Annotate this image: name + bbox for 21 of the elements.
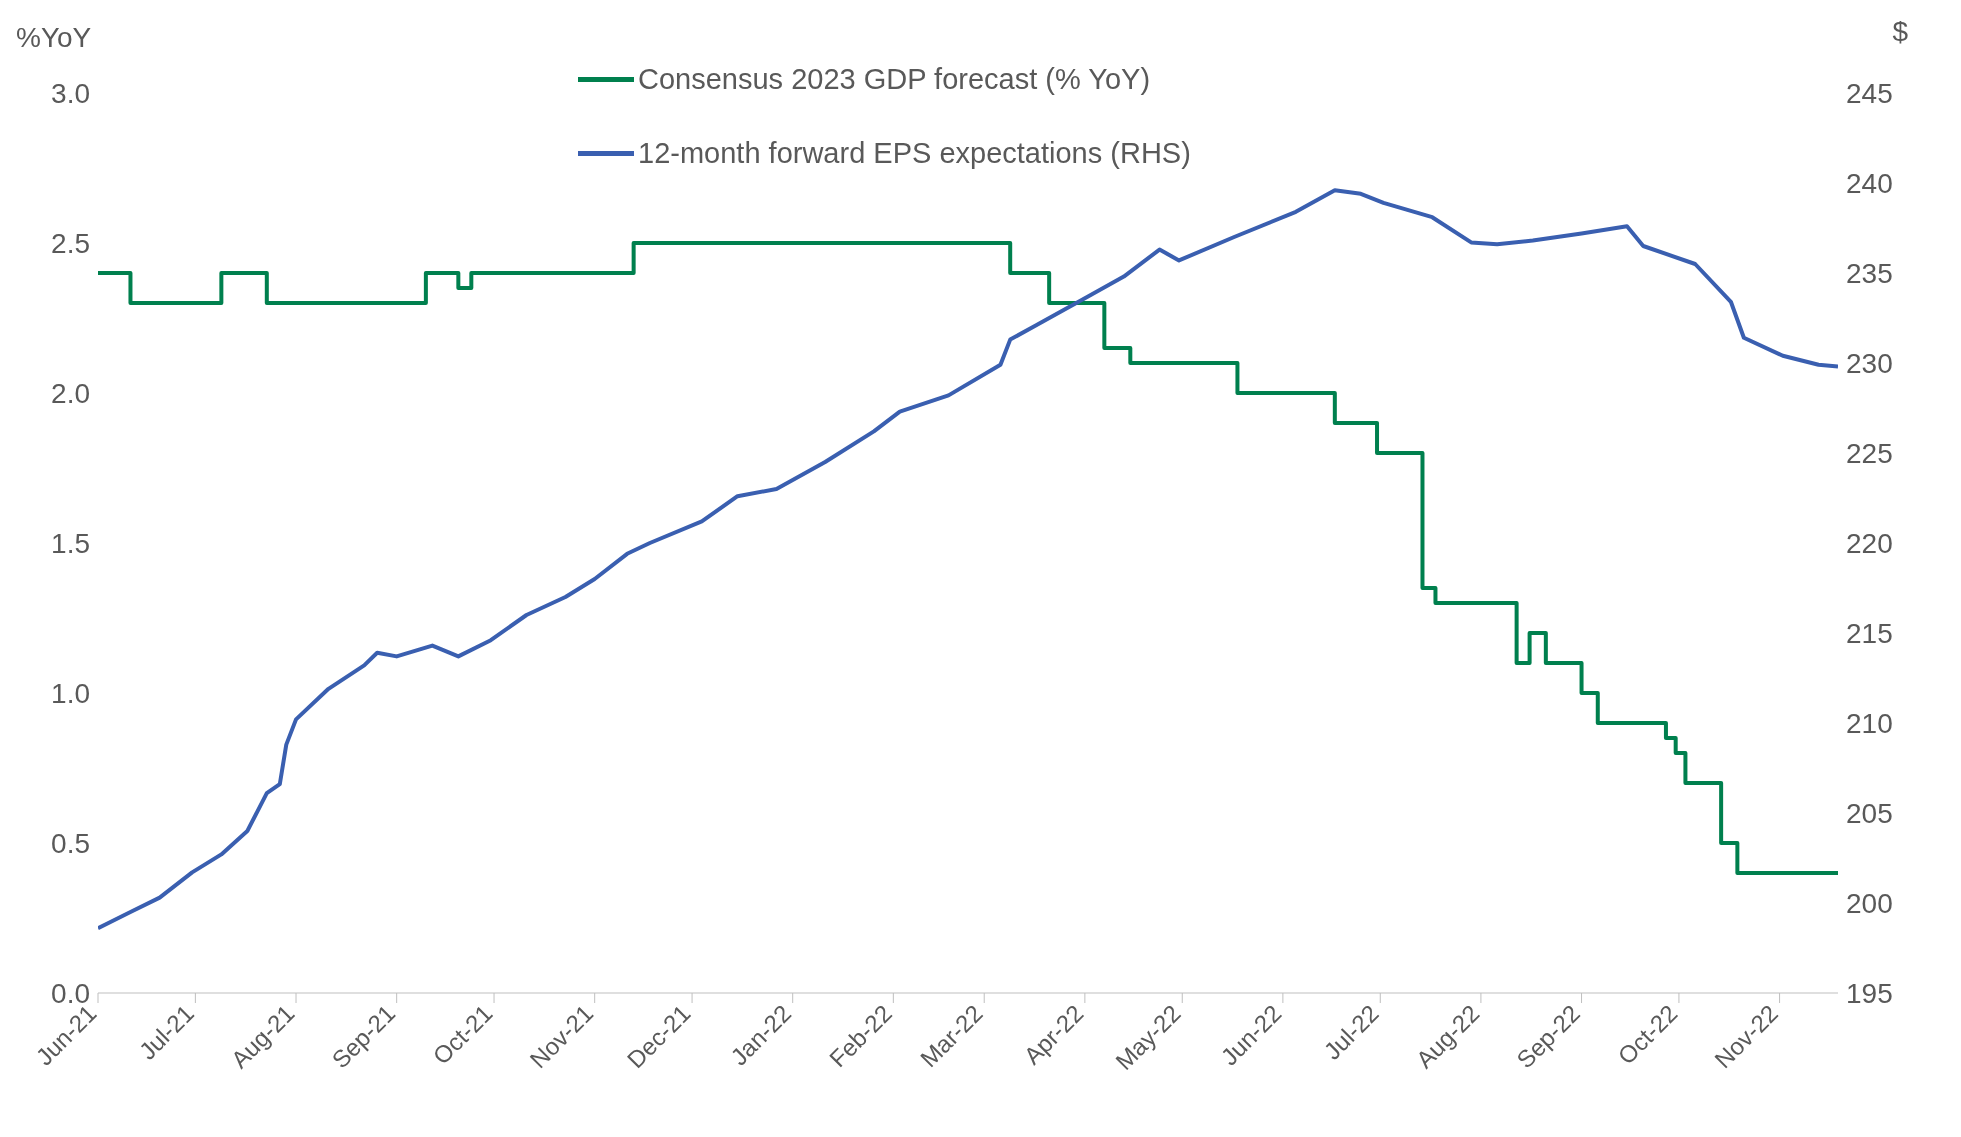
y2-tick-label: 235	[1846, 257, 1893, 289]
y-tick-label: 2.5	[51, 227, 90, 259]
y2-tick-label: 195	[1846, 977, 1893, 1009]
y2-axis-title: $	[1892, 16, 1908, 48]
y-tick-label: 3.0	[51, 77, 90, 109]
y2-tick-label: 245	[1846, 77, 1893, 109]
y-axis-title: %YoY	[16, 22, 92, 54]
y-tick-label: 0.5	[51, 827, 90, 859]
y2-tick-label: 205	[1846, 797, 1893, 829]
y2-tick-label: 200	[1846, 887, 1893, 919]
y2-tick-label: 230	[1846, 347, 1893, 379]
legend-label: Consensus 2023 GDP forecast (% YoY)	[638, 62, 1151, 96]
y2-tick-label: 240	[1846, 167, 1893, 199]
y2-tick-label: 220	[1846, 527, 1893, 559]
y-tick-label: 1.5	[51, 527, 90, 559]
y-tick-label: 1.0	[51, 677, 90, 709]
y-tick-label: 2.0	[51, 377, 90, 409]
y2-tick-label: 225	[1846, 437, 1893, 469]
y2-tick-label: 215	[1846, 617, 1893, 649]
y2-tick-label: 210	[1846, 707, 1893, 739]
legend-label: 12-month forward EPS expectations (RHS)	[638, 136, 1191, 170]
